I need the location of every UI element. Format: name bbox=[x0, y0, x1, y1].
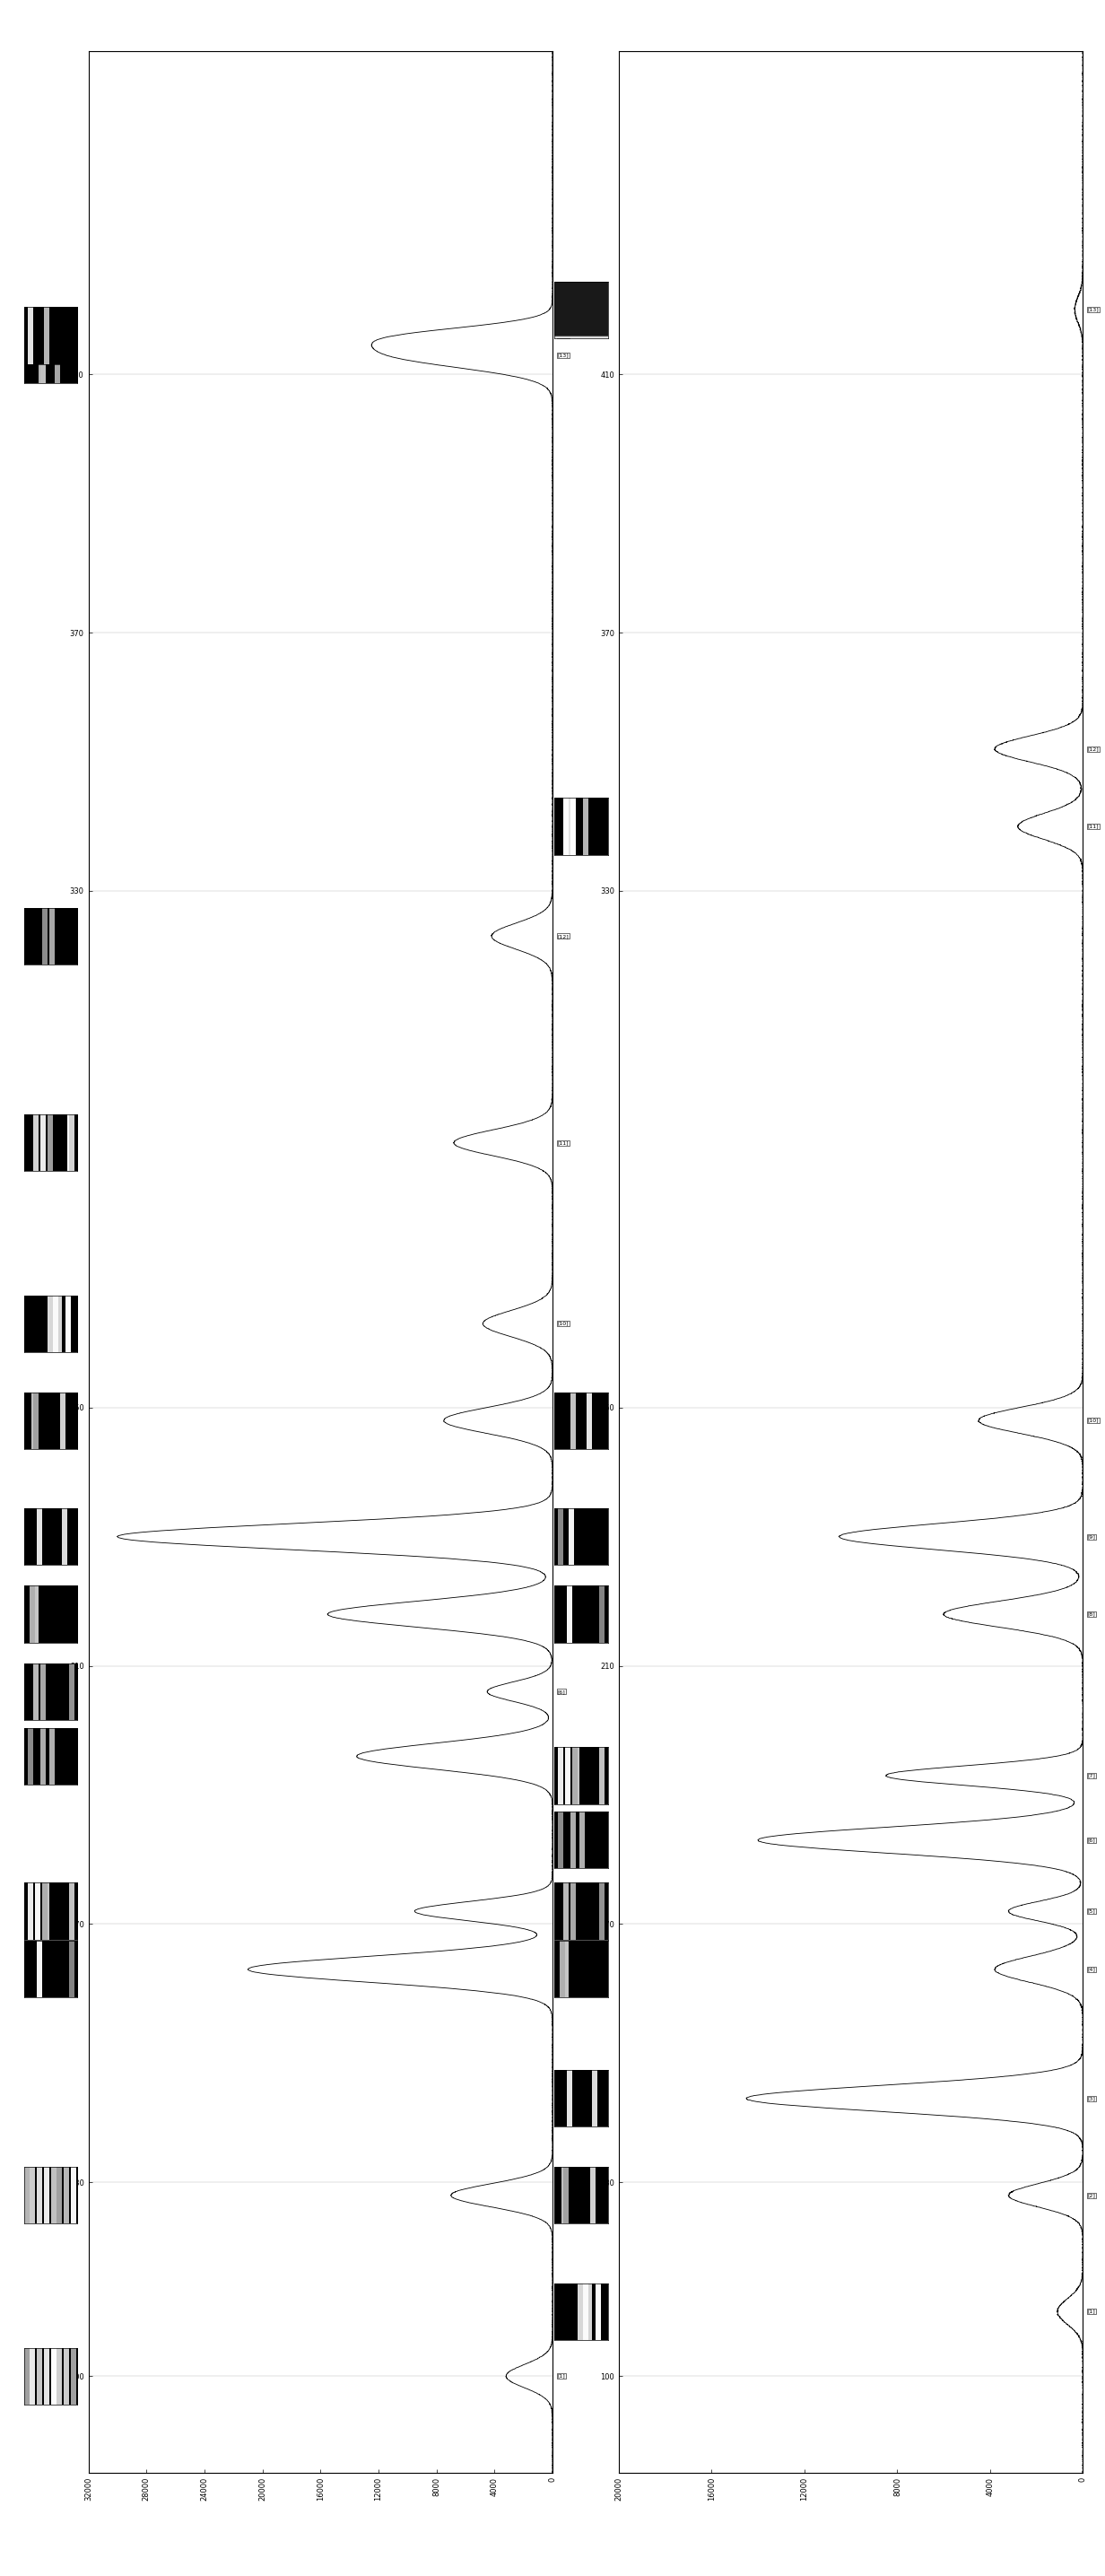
Text: [12]: [12] bbox=[1088, 747, 1099, 752]
Text: [6]: [6] bbox=[558, 1690, 566, 1695]
Text: [6]: [6] bbox=[1088, 1837, 1096, 1842]
Text: [11]: [11] bbox=[558, 1141, 569, 1144]
Text: [1]: [1] bbox=[558, 2375, 566, 2378]
Text: [2]: [2] bbox=[1088, 2192, 1096, 2197]
Text: [7]: [7] bbox=[1088, 1772, 1096, 1777]
Text: [9]: [9] bbox=[558, 1419, 566, 1422]
Text: [7]: [7] bbox=[558, 1613, 566, 1615]
Text: [11]: [11] bbox=[1088, 824, 1099, 829]
Text: [10]: [10] bbox=[558, 1321, 569, 1327]
Text: [2]: [2] bbox=[558, 2192, 566, 2197]
Text: [13]: [13] bbox=[558, 353, 569, 358]
Text: [9]: [9] bbox=[1088, 1535, 1096, 1538]
Text: [4]: [4] bbox=[1088, 1968, 1096, 1971]
Text: [8]: [8] bbox=[558, 1535, 566, 1538]
Text: [5]: [5] bbox=[558, 1754, 566, 1759]
Text: [3]: [3] bbox=[1088, 2097, 1096, 2099]
Text: [10]: [10] bbox=[1088, 1419, 1099, 1422]
Text: [14]: [14] bbox=[558, 332, 569, 337]
Text: [13]: [13] bbox=[1088, 307, 1099, 312]
Text: [12]: [12] bbox=[558, 935, 569, 938]
Text: [5]: [5] bbox=[1088, 1909, 1096, 1914]
Text: [1]: [1] bbox=[1088, 2308, 1096, 2313]
Text: [8]: [8] bbox=[1088, 1613, 1096, 1615]
Text: [3]: [3] bbox=[558, 1968, 566, 1971]
Text: [4]: [4] bbox=[558, 1909, 566, 1914]
